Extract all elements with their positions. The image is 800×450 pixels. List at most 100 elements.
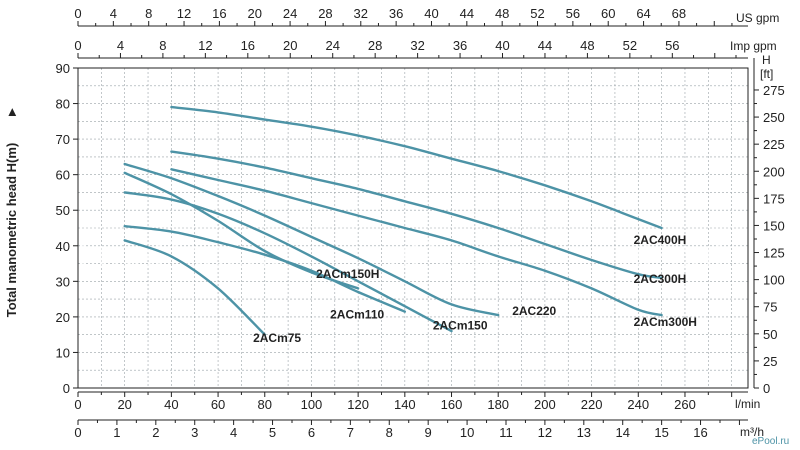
x-usgpm-label-24: 24	[283, 6, 297, 21]
x-impgpm-label-28: 28	[368, 38, 382, 53]
x-impgpm-label-36: 36	[453, 38, 467, 53]
ft-tick-label-225: 225	[763, 137, 785, 152]
ft-tick-label-175: 175	[763, 191, 785, 206]
x-usgpm-label-60: 60	[601, 6, 615, 21]
x-m3h-label-5: 5	[269, 425, 276, 440]
x-unit-m3h: m³/h	[740, 425, 764, 439]
x-usgpm-label-52: 52	[530, 6, 544, 21]
x-m3h-label-15: 15	[654, 425, 668, 440]
x-m3h-label-13: 13	[577, 425, 591, 440]
x-lmin-label-0: 0	[74, 397, 81, 412]
x-lmin-label-200: 200	[534, 397, 556, 412]
watermark-text-3: ePool.ru	[388, 233, 537, 277]
label-2acm150h: 2ACm150H	[316, 267, 379, 281]
x-usgpm-label-32: 32	[354, 6, 368, 21]
x-impgpm-label-12: 12	[198, 38, 212, 53]
x-impgpm-label-4: 4	[117, 38, 124, 53]
x-usgpm-label-20: 20	[248, 6, 262, 21]
x-lmin-label-20: 20	[117, 397, 131, 412]
curve-2ac220	[123, 162, 500, 317]
x-lmin-label-40: 40	[164, 397, 178, 412]
curve-2ac300h	[170, 150, 663, 279]
ft-tick-label-100: 100	[763, 273, 785, 288]
ft-tick-label-75: 75	[763, 300, 777, 315]
axes: 0102030405060708090025507510012515017520…	[56, 6, 785, 440]
x-m3h-label-0: 0	[74, 425, 81, 440]
label-2ac220: 2AC220	[512, 304, 556, 318]
x-lmin-label-240: 240	[627, 397, 649, 412]
x-impgpm-label-16: 16	[241, 38, 255, 53]
label-2acm150: 2ACm150	[433, 318, 488, 332]
y-tick-label-90: 90	[56, 61, 70, 76]
x-unit-impgpm: Imp gpm	[730, 39, 777, 53]
x-m3h-label-16: 16	[693, 425, 707, 440]
ft-tick-label-200: 200	[763, 164, 785, 179]
x-lmin-label-260: 260	[674, 397, 696, 412]
label-2acm75: 2ACm75	[253, 331, 301, 345]
x-unit-usgpm: US gpm	[736, 11, 779, 25]
curve-2acm300h	[170, 168, 663, 317]
x-usgpm-label-68: 68	[672, 6, 686, 21]
label-2ac400h: 2AC400H	[634, 233, 687, 247]
y-tick-label-70: 70	[56, 132, 70, 147]
ft-tick-label-125: 125	[763, 246, 785, 261]
y-tick-label-30: 30	[56, 274, 70, 289]
x-usgpm-label-48: 48	[495, 6, 509, 21]
label-2acm110: 2ACm110	[330, 308, 384, 322]
y-tick-label-80: 80	[56, 97, 70, 112]
plot-frame	[77, 67, 749, 389]
y-tick-label-10: 10	[56, 345, 70, 360]
x-usgpm-label-12: 12	[177, 6, 191, 21]
x-lmin-label-160: 160	[441, 397, 463, 412]
ft-tick-label-25: 25	[763, 354, 777, 369]
curve-2acm150	[123, 191, 453, 333]
ft-tick-label-250: 250	[763, 110, 785, 125]
watermark-corner: ePool.ru	[752, 436, 789, 447]
x-usgpm-label-64: 64	[636, 6, 650, 21]
y-tick-label-20: 20	[56, 310, 70, 325]
y-axis-title: Total manometric head H(m)	[4, 143, 19, 318]
y-tick-label-50: 50	[56, 203, 70, 218]
x-m3h-label-3: 3	[191, 425, 198, 440]
y-axis-arrow: ►	[4, 106, 19, 119]
y-tick-label-0: 0	[63, 381, 70, 396]
x-impgpm-label-48: 48	[580, 38, 594, 53]
x-usgpm-label-16: 16	[212, 6, 226, 21]
x-m3h-label-1: 1	[113, 425, 120, 440]
right-axis-unit-ft: [ft]	[760, 67, 773, 81]
right-axis-unit-h: H	[762, 53, 771, 67]
ft-tick-label-275: 275	[763, 83, 785, 98]
y-tick-label-40: 40	[56, 239, 70, 254]
x-impgpm-label-52: 52	[623, 38, 637, 53]
curve-2acm75	[123, 239, 266, 336]
x-usgpm-label-40: 40	[424, 6, 438, 21]
x-m3h-label-7: 7	[347, 425, 354, 440]
curve-2acm150h	[123, 171, 360, 290]
ft-tick-label-0: 0	[763, 381, 770, 396]
x-usgpm-label-36: 36	[389, 6, 403, 21]
x-usgpm-label-56: 56	[566, 6, 580, 21]
x-impgpm-label-24: 24	[325, 38, 339, 53]
ft-tick-label-50: 50	[763, 327, 777, 342]
x-usgpm-label-44: 44	[460, 6, 474, 21]
x-unit-lmin: l/min	[735, 397, 760, 411]
x-lmin-label-80: 80	[258, 397, 272, 412]
x-impgpm-label-8: 8	[159, 38, 166, 53]
x-usgpm-label-4: 4	[110, 6, 117, 21]
x-lmin-label-180: 180	[487, 397, 509, 412]
watermark-text-4: ePool.ru	[620, 233, 769, 277]
x-lmin-label-60: 60	[211, 397, 225, 412]
label-2acm300h: 2ACm300H	[634, 315, 697, 329]
x-m3h-label-10: 10	[460, 425, 474, 440]
curve-2ac400h	[170, 105, 663, 230]
x-impgpm-label-40: 40	[495, 38, 509, 53]
x-impgpm-label-56: 56	[665, 38, 679, 53]
x-lmin-label-140: 140	[394, 397, 416, 412]
x-lmin-label-120: 120	[347, 397, 369, 412]
x-lmin-label-100: 100	[301, 397, 323, 412]
x-m3h-label-12: 12	[538, 425, 552, 440]
x-lmin-label-220: 220	[581, 397, 603, 412]
label-2ac300h: 2AC300H	[634, 272, 687, 286]
series-labels: 2ACm75 2ACm110 2ACm150H 2ACm150 2AC220 2ACm30…	[253, 233, 697, 345]
